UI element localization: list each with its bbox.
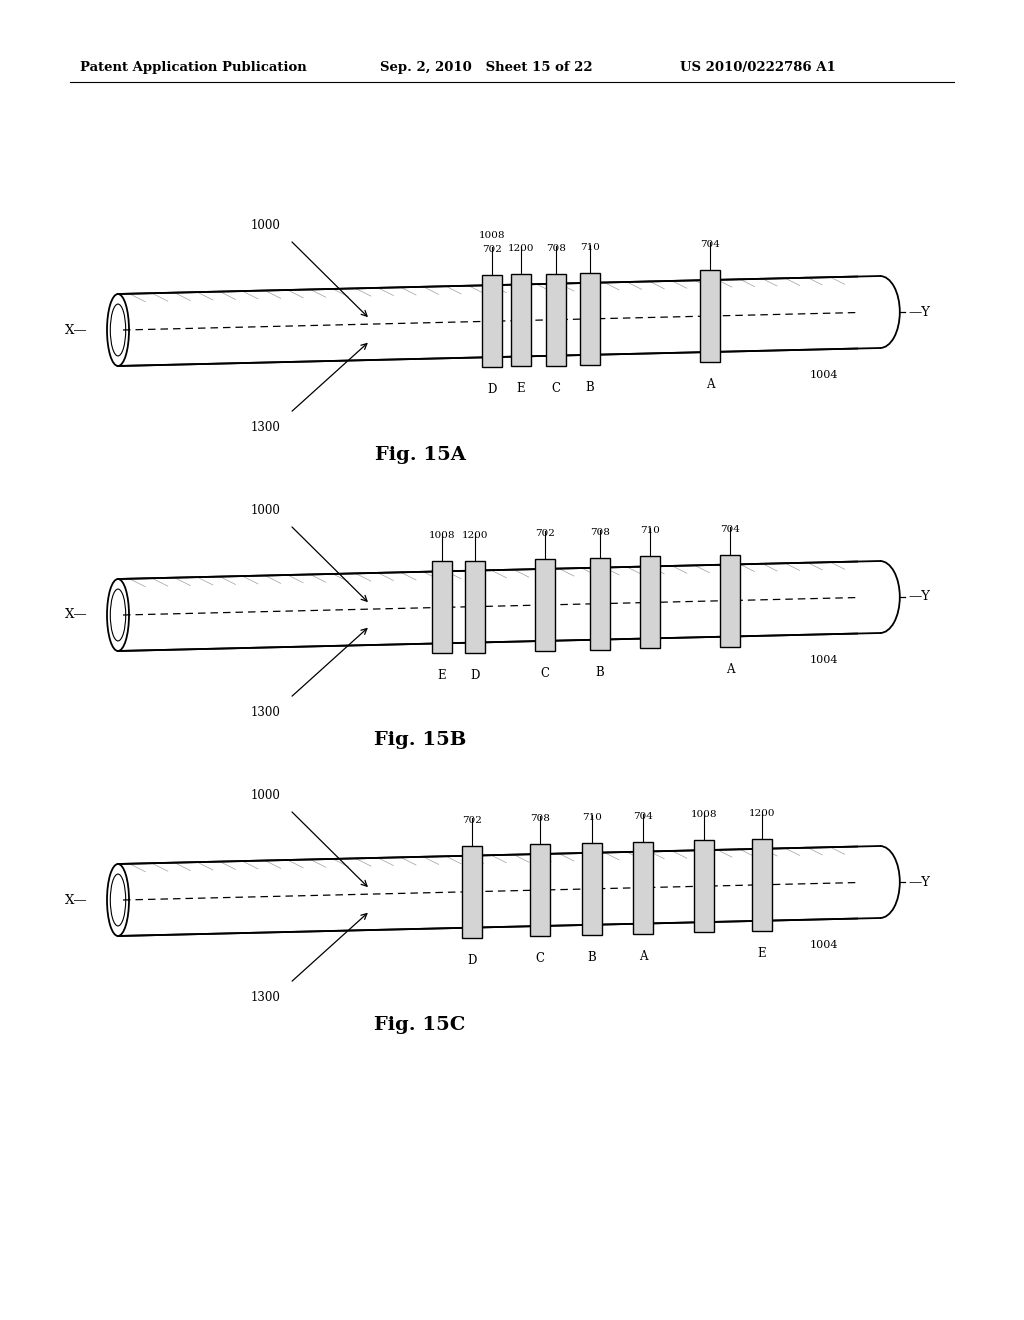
Bar <box>582 842 602 935</box>
Text: 710: 710 <box>580 243 600 252</box>
Text: 710: 710 <box>582 813 602 822</box>
Text: X—: X— <box>66 323 88 337</box>
Bar <box>535 558 555 651</box>
Text: D: D <box>470 668 479 681</box>
Text: X—: X— <box>66 609 88 622</box>
Text: 710: 710 <box>640 527 659 536</box>
Bar <box>720 554 740 647</box>
Text: 1004: 1004 <box>810 940 839 950</box>
Text: 708: 708 <box>530 814 550 824</box>
Text: 702: 702 <box>482 246 502 255</box>
Text: D: D <box>487 383 497 396</box>
Text: Fig. 15B: Fig. 15B <box>374 731 466 748</box>
Ellipse shape <box>860 561 900 634</box>
Text: 704: 704 <box>633 812 653 821</box>
Bar <box>546 273 566 366</box>
Text: B: B <box>588 950 596 964</box>
Bar <box>465 561 485 652</box>
Text: 1300: 1300 <box>250 421 280 434</box>
Text: A: A <box>706 378 715 391</box>
Text: C: C <box>552 381 560 395</box>
Text: 1200: 1200 <box>462 531 488 540</box>
Text: US 2010/0222786 A1: US 2010/0222786 A1 <box>680 62 836 74</box>
Bar <box>700 271 720 362</box>
Bar <box>694 840 714 932</box>
Text: 1008: 1008 <box>691 810 717 820</box>
Text: Patent Application Publication: Patent Application Publication <box>80 62 307 74</box>
Text: 1000: 1000 <box>250 219 280 232</box>
Text: D: D <box>467 953 477 966</box>
Text: 1300: 1300 <box>250 991 280 1005</box>
Text: E: E <box>758 946 766 960</box>
Text: —Y: —Y <box>908 305 930 318</box>
Bar <box>432 561 452 653</box>
Bar <box>482 275 502 367</box>
Bar <box>580 273 600 364</box>
Bar <box>530 843 550 936</box>
Text: B: B <box>596 665 604 678</box>
Text: A: A <box>726 663 734 676</box>
Text: 1008: 1008 <box>479 231 505 240</box>
Text: 1004: 1004 <box>810 370 839 380</box>
Text: Fig. 15C: Fig. 15C <box>375 1016 466 1034</box>
Ellipse shape <box>860 846 900 917</box>
Text: —Y: —Y <box>908 590 930 603</box>
Text: 1300: 1300 <box>250 706 280 719</box>
Text: E: E <box>437 669 446 682</box>
Text: X—: X— <box>66 894 88 907</box>
Text: 1008: 1008 <box>429 532 456 540</box>
Bar <box>752 838 772 931</box>
Text: —Y: —Y <box>908 875 930 888</box>
Text: 1000: 1000 <box>250 789 280 803</box>
Text: 702: 702 <box>536 529 555 539</box>
Ellipse shape <box>860 276 900 348</box>
Text: B: B <box>586 381 594 393</box>
Text: A: A <box>639 949 647 962</box>
Bar <box>633 842 653 933</box>
Text: 1200: 1200 <box>749 809 775 818</box>
Bar <box>640 557 660 648</box>
Text: C: C <box>536 952 545 965</box>
Text: 702: 702 <box>462 816 482 825</box>
Text: 704: 704 <box>700 240 720 249</box>
Bar <box>511 275 531 367</box>
Text: 1000: 1000 <box>250 504 280 517</box>
Bar <box>590 557 610 649</box>
Bar <box>858 558 880 635</box>
Text: 1200: 1200 <box>508 244 535 253</box>
Bar <box>858 843 880 920</box>
Text: Fig. 15A: Fig. 15A <box>375 446 466 465</box>
Text: 704: 704 <box>720 524 740 533</box>
Text: 1004: 1004 <box>810 655 839 665</box>
Text: C: C <box>541 667 550 680</box>
Bar <box>858 275 880 350</box>
Text: 708: 708 <box>546 244 566 252</box>
Bar <box>462 846 482 937</box>
Text: Sep. 2, 2010   Sheet 15 of 22: Sep. 2, 2010 Sheet 15 of 22 <box>380 62 593 74</box>
Text: E: E <box>517 383 525 396</box>
Text: 708: 708 <box>590 528 610 537</box>
